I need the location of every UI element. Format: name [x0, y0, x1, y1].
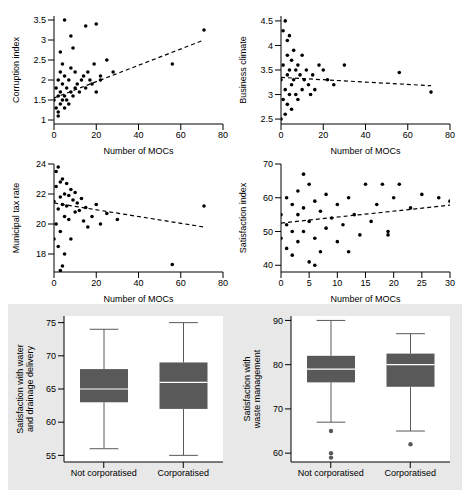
svg-text:70: 70: [273, 404, 283, 414]
svg-text:20: 20: [91, 130, 101, 140]
svg-text:and drainage delivery: and drainage delivery: [25, 345, 35, 432]
svg-text:10: 10: [332, 278, 342, 288]
svg-text:55: 55: [46, 451, 56, 461]
svg-text:Business climate: Business climate: [238, 36, 248, 104]
svg-text:80: 80: [445, 130, 455, 140]
svg-text:40: 40: [263, 260, 273, 270]
svg-text:1: 1: [41, 115, 46, 125]
svg-text:75: 75: [46, 318, 56, 328]
svg-text:Satisfaction with: Satisfaction with: [242, 356, 252, 421]
svg-text:Number of MOCs: Number of MOCs: [103, 294, 174, 304]
svg-text:60: 60: [176, 130, 186, 140]
svg-text:3.5: 3.5: [260, 65, 273, 75]
svg-text:3.5: 3.5: [33, 15, 46, 25]
svg-text:Not corporatised: Not corporatised: [298, 468, 364, 478]
svg-text:60: 60: [176, 278, 186, 288]
svg-text:60: 60: [273, 448, 283, 458]
svg-text:20: 20: [318, 130, 328, 140]
svg-text:2: 2: [41, 75, 46, 85]
svg-text:Satisfaction with water: Satisfaction with water: [15, 344, 25, 434]
svg-text:60: 60: [403, 130, 413, 140]
svg-text:3: 3: [268, 90, 273, 100]
svg-text:18: 18: [36, 249, 46, 259]
svg-text:2.5: 2.5: [33, 55, 46, 65]
svg-text:25: 25: [417, 278, 427, 288]
svg-text:20: 20: [389, 278, 399, 288]
svg-text:80: 80: [218, 130, 228, 140]
svg-text:Not corporatised: Not corporatised: [71, 468, 137, 478]
svg-text:70: 70: [46, 351, 56, 361]
svg-text:Municipal tax rate: Municipal tax rate: [11, 183, 21, 254]
svg-text:80: 80: [218, 278, 228, 288]
svg-text:90: 90: [273, 316, 283, 326]
svg-text:40: 40: [133, 130, 143, 140]
svg-text:60: 60: [263, 193, 273, 203]
svg-text:70: 70: [263, 159, 273, 169]
svg-text:Satisfaction index: Satisfaction index: [238, 182, 248, 253]
svg-text:50: 50: [263, 227, 273, 237]
svg-text:80: 80: [273, 360, 283, 370]
svg-text:0: 0: [278, 278, 283, 288]
svg-text:4.5: 4.5: [260, 16, 273, 26]
svg-text:20: 20: [36, 219, 46, 229]
svg-text:Number of MOCs: Number of MOCs: [330, 294, 401, 304]
svg-text:40: 40: [360, 130, 370, 140]
svg-text:Number of MOCs: Number of MOCs: [330, 146, 401, 156]
svg-text:Corruption index: Corruption index: [11, 36, 21, 103]
svg-text:0: 0: [278, 130, 283, 140]
svg-text:0: 0: [51, 278, 56, 288]
svg-text:1.5: 1.5: [33, 95, 46, 105]
svg-text:60: 60: [46, 417, 56, 427]
svg-text:Corporatised: Corporatised: [384, 468, 436, 478]
svg-text:Number of MOCs: Number of MOCs: [103, 146, 174, 156]
svg-text:3: 3: [41, 35, 46, 45]
svg-text:4: 4: [268, 41, 273, 51]
svg-text:30: 30: [445, 278, 455, 288]
svg-text:20: 20: [91, 278, 101, 288]
svg-text:waste management: waste management: [252, 349, 262, 429]
svg-text:22: 22: [36, 189, 46, 199]
svg-text:Corporatised: Corporatised: [157, 468, 209, 478]
svg-text:15: 15: [360, 278, 370, 288]
svg-text:40: 40: [133, 278, 143, 288]
svg-text:5: 5: [307, 278, 312, 288]
svg-text:2.5: 2.5: [260, 114, 273, 124]
svg-text:0: 0: [51, 130, 56, 140]
svg-text:65: 65: [46, 384, 56, 394]
svg-text:24: 24: [36, 159, 46, 169]
